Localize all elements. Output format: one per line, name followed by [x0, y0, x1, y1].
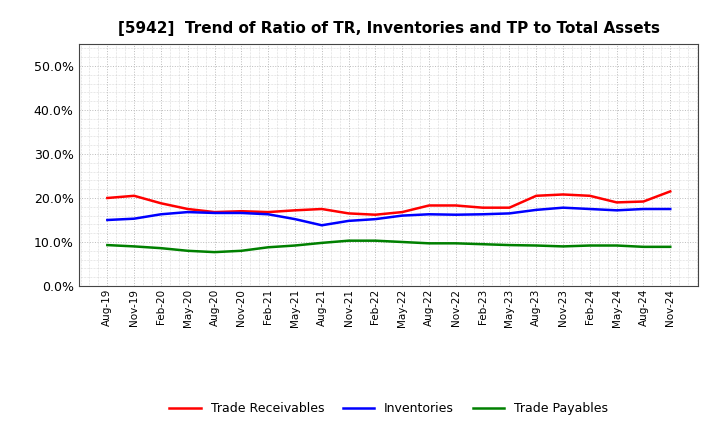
Inventories: [210, 210, 219, 216]
Trade Payables: [210, 249, 219, 255]
Trade Receivables: [559, 192, 567, 197]
Inventories: [264, 212, 272, 217]
Title: [5942]  Trend of Ratio of TR, Inventories and TP to Total Assets: [5942] Trend of Ratio of TR, Inventories…: [118, 21, 660, 36]
Trade Receivables: [371, 212, 379, 217]
Trade Payables: [451, 241, 460, 246]
Trade Receivables: [612, 200, 621, 205]
Trade Receivables: [344, 211, 353, 216]
Trade Receivables: [157, 201, 166, 206]
Inventories: [103, 217, 112, 223]
Inventories: [559, 205, 567, 210]
Inventories: [585, 206, 594, 212]
Trade Payables: [666, 244, 675, 249]
Trade Payables: [585, 243, 594, 248]
Line: Trade Receivables: Trade Receivables: [107, 191, 670, 215]
Inventories: [639, 206, 648, 212]
Inventories: [318, 223, 326, 228]
Trade Receivables: [478, 205, 487, 210]
Trade Receivables: [398, 209, 407, 215]
Trade Receivables: [210, 209, 219, 215]
Trade Receivables: [103, 195, 112, 201]
Inventories: [184, 209, 192, 215]
Trade Payables: [130, 244, 138, 249]
Trade Receivables: [264, 209, 272, 215]
Trade Payables: [237, 248, 246, 253]
Inventories: [532, 207, 541, 213]
Trade Receivables: [505, 205, 514, 210]
Trade Receivables: [585, 193, 594, 198]
Trade Payables: [344, 238, 353, 243]
Line: Inventories: Inventories: [107, 208, 670, 225]
Trade Payables: [398, 239, 407, 245]
Trade Payables: [478, 242, 487, 247]
Trade Receivables: [666, 189, 675, 194]
Trade Receivables: [184, 206, 192, 212]
Inventories: [666, 206, 675, 212]
Inventories: [425, 212, 433, 217]
Trade Payables: [291, 243, 300, 248]
Inventories: [371, 216, 379, 222]
Inventories: [130, 216, 138, 221]
Inventories: [237, 210, 246, 216]
Inventories: [398, 213, 407, 218]
Inventories: [344, 218, 353, 224]
Legend: Trade Receivables, Inventories, Trade Payables: Trade Receivables, Inventories, Trade Pa…: [164, 397, 613, 420]
Inventories: [612, 208, 621, 213]
Trade Payables: [559, 244, 567, 249]
Trade Payables: [425, 241, 433, 246]
Trade Receivables: [451, 203, 460, 208]
Trade Payables: [639, 244, 648, 249]
Trade Payables: [264, 245, 272, 250]
Inventories: [505, 211, 514, 216]
Line: Trade Payables: Trade Payables: [107, 241, 670, 252]
Trade Receivables: [639, 199, 648, 204]
Trade Payables: [532, 243, 541, 248]
Inventories: [478, 212, 487, 217]
Trade Receivables: [237, 209, 246, 214]
Trade Receivables: [291, 208, 300, 213]
Trade Receivables: [532, 193, 541, 198]
Trade Payables: [103, 242, 112, 248]
Trade Receivables: [318, 206, 326, 212]
Trade Receivables: [425, 203, 433, 208]
Trade Payables: [318, 240, 326, 246]
Trade Payables: [371, 238, 379, 243]
Inventories: [157, 212, 166, 217]
Trade Payables: [505, 242, 514, 248]
Trade Payables: [184, 248, 192, 253]
Trade Receivables: [130, 193, 138, 198]
Inventories: [291, 216, 300, 222]
Inventories: [451, 212, 460, 217]
Trade Payables: [612, 243, 621, 248]
Trade Payables: [157, 246, 166, 251]
